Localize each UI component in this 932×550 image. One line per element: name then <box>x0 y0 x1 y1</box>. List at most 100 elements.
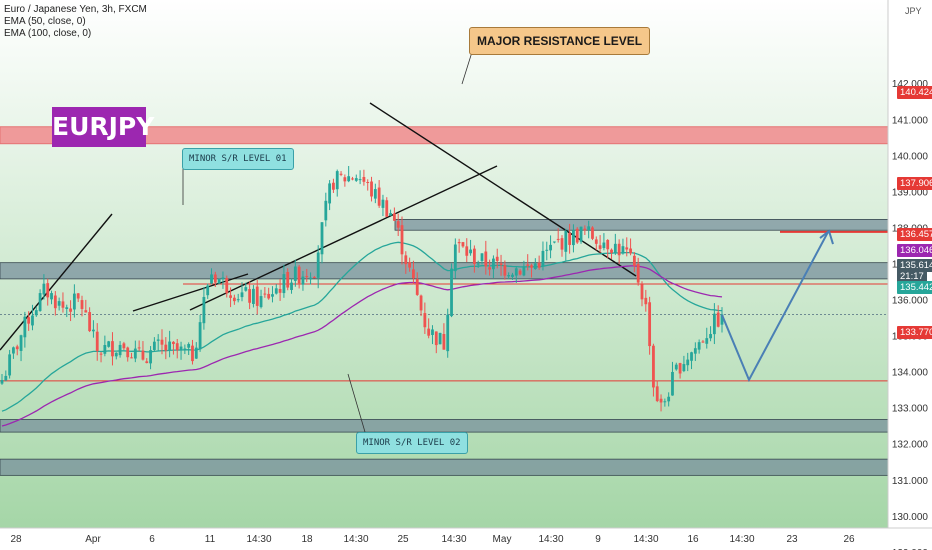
candle-body <box>259 296 263 308</box>
minor-sr-02-callout[interactable]: MINOR S/R LEVEL 02 <box>356 432 468 454</box>
rising-trendline-left <box>0 213 113 351</box>
rising-trendline-long <box>189 165 498 311</box>
ema50-legend[interactable]: EMA (50, close, 0) <box>4 16 86 27</box>
candle-body <box>632 255 636 266</box>
candle-body <box>27 317 31 324</box>
symbol-title[interactable]: Euro / Japanese Yen, 3h, FXCM <box>4 4 147 15</box>
price-tick-label: 140.000 <box>892 151 929 162</box>
candle-body <box>415 279 419 295</box>
candle-body <box>392 213 396 221</box>
candle-body <box>191 345 194 362</box>
candle-body <box>320 222 324 255</box>
candle-body <box>152 341 156 350</box>
candle-body <box>305 276 309 278</box>
ema100-price-tag: 136.046 <box>897 244 932 257</box>
candle-body <box>179 346 183 351</box>
candle-body <box>541 250 545 267</box>
candle-body <box>168 341 172 351</box>
candle-body <box>145 361 149 364</box>
candle-body <box>469 249 472 254</box>
candle-body <box>636 263 640 283</box>
candle-body <box>583 228 587 231</box>
candle-body <box>495 256 499 261</box>
candle-body <box>19 335 23 351</box>
candle-body <box>362 177 366 182</box>
time-tick-label: 14:30 <box>538 534 563 545</box>
time-tick-label: 11 <box>205 534 216 545</box>
candle-body <box>648 302 652 347</box>
candle-body <box>591 227 594 239</box>
candle-body <box>202 296 206 324</box>
candle-body <box>377 187 381 206</box>
candle-body <box>404 255 408 265</box>
candle-body <box>408 262 412 268</box>
candle-body <box>61 301 65 308</box>
major-resistance-callout[interactable]: MAJOR RESISTANCE LEVEL <box>469 27 651 55</box>
candle-body <box>301 276 305 285</box>
candle-body <box>15 346 19 350</box>
candle-body <box>255 286 259 306</box>
time-tick-label: 23 <box>786 534 798 545</box>
candle-body <box>133 348 137 359</box>
candle-body <box>84 310 88 313</box>
price-tick-label: 131.000 <box>892 476 929 487</box>
candle-body <box>122 343 126 349</box>
time-tick-label: Apr <box>85 534 101 545</box>
candle-body <box>65 307 69 309</box>
candle-body <box>564 230 568 252</box>
candle-body <box>701 341 705 343</box>
candle-body <box>107 341 111 347</box>
candle-body <box>38 293 42 311</box>
time-tick-label: 28 <box>10 534 22 545</box>
candle-body <box>198 322 202 350</box>
projection-path <box>721 231 829 383</box>
candle-body <box>42 283 46 295</box>
candle-body <box>655 386 659 402</box>
candle-body <box>274 288 278 294</box>
candle-body <box>423 313 427 328</box>
candle-body <box>156 339 160 341</box>
candle-body <box>339 173 343 175</box>
candle-body <box>95 331 99 352</box>
candle-body <box>640 284 644 300</box>
ema100-legend[interactable]: EMA (100, close, 0) <box>4 28 92 39</box>
candle-body <box>271 294 274 297</box>
minor-sr-01-callout[interactable]: MINOR S/R LEVEL 01 <box>182 148 294 170</box>
candle-body <box>267 293 271 299</box>
candle-body <box>476 263 480 265</box>
time-tick-label: 9 <box>595 534 601 545</box>
candle-body <box>526 264 530 267</box>
time-tick-label: 14:30 <box>343 534 368 545</box>
candle-body <box>312 277 316 279</box>
chart-legend: Euro / Japanese Yen, 3h, FXCM EMA (50, c… <box>4 4 147 40</box>
candle-body <box>221 277 225 280</box>
candle-body <box>560 238 564 250</box>
candle-body <box>625 247 629 250</box>
candle-body <box>522 266 526 276</box>
candle-body <box>427 328 431 336</box>
candle-body <box>358 179 362 181</box>
candle-body <box>141 350 145 360</box>
candle-body <box>114 352 118 357</box>
price-tick-label: 133.000 <box>892 404 929 415</box>
candle-body <box>328 183 332 204</box>
candle-body <box>705 338 709 344</box>
candle-body <box>545 249 549 251</box>
candle-body <box>716 312 720 327</box>
candle-body <box>480 253 484 261</box>
candle-body <box>709 334 712 339</box>
resistance-price-tag: 140.424 <box>897 86 932 99</box>
candle-body <box>210 274 213 284</box>
price-tick-label: 130.000 <box>892 512 929 523</box>
time-axis-background <box>0 528 932 550</box>
candle-body <box>697 342 701 350</box>
currency-label: JPY <box>905 6 922 16</box>
candle-body <box>442 333 446 350</box>
candle-body <box>690 352 693 361</box>
candle-body <box>50 293 53 300</box>
candle-body <box>244 287 248 291</box>
price-tick-label: 129.000 <box>892 548 929 550</box>
candle-body <box>579 226 583 242</box>
candle-body <box>206 285 210 296</box>
